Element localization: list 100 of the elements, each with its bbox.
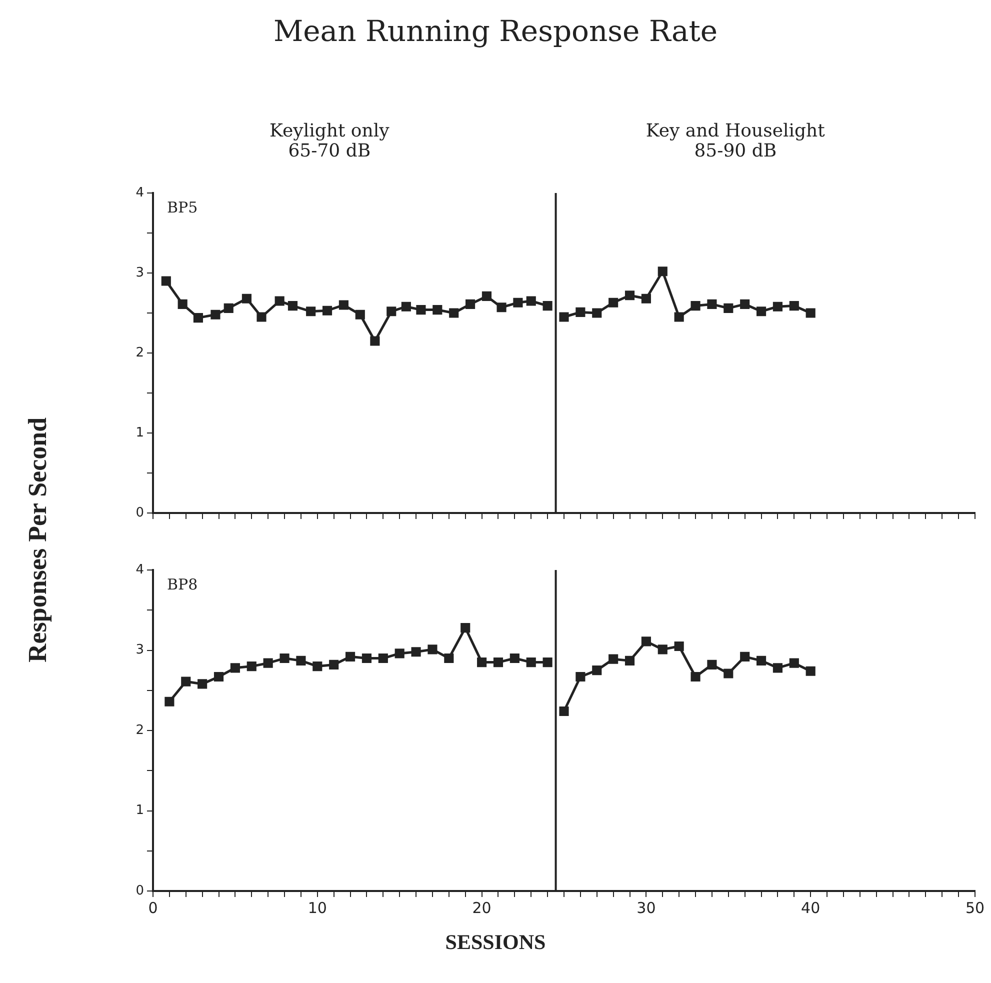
point: [658, 266, 668, 276]
point: [370, 336, 380, 346]
point: [460, 622, 470, 633]
point: [592, 666, 602, 676]
y-tick-label: 0: [136, 883, 144, 898]
point: [444, 653, 454, 664]
point: [493, 658, 504, 668]
point: [181, 676, 191, 686]
point: [496, 302, 506, 312]
point: [756, 656, 766, 666]
y-tick-label: 1: [136, 803, 144, 818]
point: [756, 306, 766, 316]
point: [576, 307, 586, 317]
x-tick-label: 30: [636, 898, 656, 917]
point: [178, 299, 188, 309]
point: [789, 301, 799, 311]
point: [592, 308, 602, 318]
y-axis-title: Responses Per Second: [23, 417, 53, 663]
point: [674, 312, 684, 322]
point: [296, 656, 306, 666]
point: [789, 658, 799, 668]
y-tick-label: 4: [136, 185, 144, 200]
point: [806, 666, 816, 676]
point: [707, 660, 717, 670]
point: [707, 299, 717, 309]
point: [624, 290, 635, 300]
point: [510, 653, 520, 664]
point: [690, 301, 700, 311]
annotation: BP5: [167, 198, 198, 216]
point: [416, 305, 426, 315]
point: [608, 654, 618, 664]
y-tick-label: 4: [136, 562, 144, 578]
point: [306, 306, 316, 316]
point: [772, 302, 783, 312]
point: [740, 652, 750, 662]
point: [482, 291, 492, 301]
point: [242, 294, 252, 304]
point: [624, 656, 635, 666]
point: [513, 298, 523, 308]
point: [608, 298, 618, 308]
point: [274, 296, 284, 306]
text: Key and Houselight 85-90 dB: [646, 120, 826, 162]
point: [394, 648, 404, 658]
point: [477, 658, 487, 668]
point: [772, 663, 783, 673]
point: [466, 299, 476, 309]
text: Keylight only 65-70 dB: [270, 120, 390, 162]
point: [312, 662, 322, 672]
y-tick-label: 1: [136, 425, 144, 440]
point: [576, 672, 586, 682]
point: [401, 302, 411, 312]
x-tick-label: 20: [472, 898, 492, 917]
point: [224, 303, 234, 313]
point: [559, 312, 569, 322]
point: [193, 313, 203, 323]
point: [322, 306, 332, 316]
point: [641, 294, 651, 304]
point: [338, 300, 348, 310]
point: [740, 299, 750, 309]
point: [329, 660, 339, 670]
point: [210, 310, 220, 320]
point: [386, 306, 396, 316]
point: [449, 308, 459, 318]
point: [256, 312, 266, 322]
x-axis-title: SESSIONS: [444, 930, 547, 955]
y-tick-label: 2: [136, 722, 144, 738]
y-tick-label: 3: [136, 265, 144, 280]
chart-title: Mean Running Response Rate: [272, 14, 719, 48]
point: [164, 696, 174, 706]
point: [526, 296, 536, 306]
point: [542, 658, 552, 668]
point: [526, 658, 536, 668]
point: [198, 679, 208, 689]
y-tick-label: 0: [136, 505, 144, 520]
point: [355, 310, 365, 320]
point: [658, 644, 668, 654]
point: [559, 706, 569, 716]
point: [724, 303, 734, 313]
point: [641, 636, 651, 646]
annotation: BP8: [167, 575, 198, 594]
point: [428, 644, 438, 654]
point: [724, 668, 734, 678]
point: [674, 641, 684, 652]
point: [432, 305, 442, 315]
point: [345, 652, 356, 662]
point: [542, 301, 552, 311]
x-tick-label: 50: [965, 898, 985, 917]
point: [411, 647, 421, 657]
point: [280, 653, 290, 664]
y-tick-label: 2: [136, 345, 144, 360]
point: [230, 663, 240, 673]
point: [288, 301, 298, 311]
x-tick-label: 10: [308, 898, 327, 917]
point: [214, 672, 224, 682]
point: [378, 653, 388, 664]
point: [246, 662, 256, 672]
y-tick-label: 3: [136, 642, 144, 658]
point: [263, 658, 273, 668]
point: [161, 276, 171, 286]
x-tick-label: 40: [801, 898, 820, 917]
